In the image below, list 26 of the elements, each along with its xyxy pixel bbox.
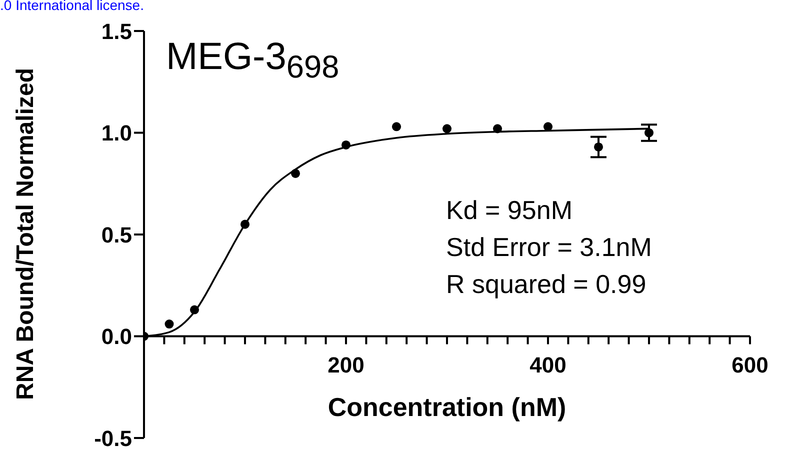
y-tick-label: 1.0	[101, 120, 132, 146]
point	[492, 124, 502, 134]
annotation: Kd = 95nM	[446, 194, 574, 227]
chart-title: MEG-3$_{698}$	[166, 36, 340, 86]
annotation: R squared = 0.99	[446, 268, 648, 301]
point	[164, 320, 174, 329]
point	[392, 122, 402, 132]
y-tick-label: 0.5	[101, 222, 132, 248]
annotation: Std Error = 3.1nM	[446, 231, 652, 264]
point	[594, 142, 604, 152]
y-tick-label: 0.0	[101, 324, 132, 350]
y-tick-label: 1.5	[101, 18, 132, 44]
point	[341, 140, 351, 150]
point	[190, 305, 200, 314]
point	[543, 122, 553, 132]
x-axis-title: Concentration (nM)	[326, 392, 568, 423]
point	[644, 128, 654, 138]
y-axis-title: RNA Bound/Total Normalized	[12, 68, 40, 400]
x-tick-label: 200	[328, 352, 364, 378]
text: .0 International license.	[0, 0, 144, 13]
point	[442, 124, 452, 134]
x-tick-label: 400	[530, 352, 566, 378]
point	[290, 168, 300, 178]
y-tick-label: -0.5	[94, 426, 132, 451]
x-tick-label: 600	[732, 352, 768, 378]
point	[240, 220, 250, 229]
